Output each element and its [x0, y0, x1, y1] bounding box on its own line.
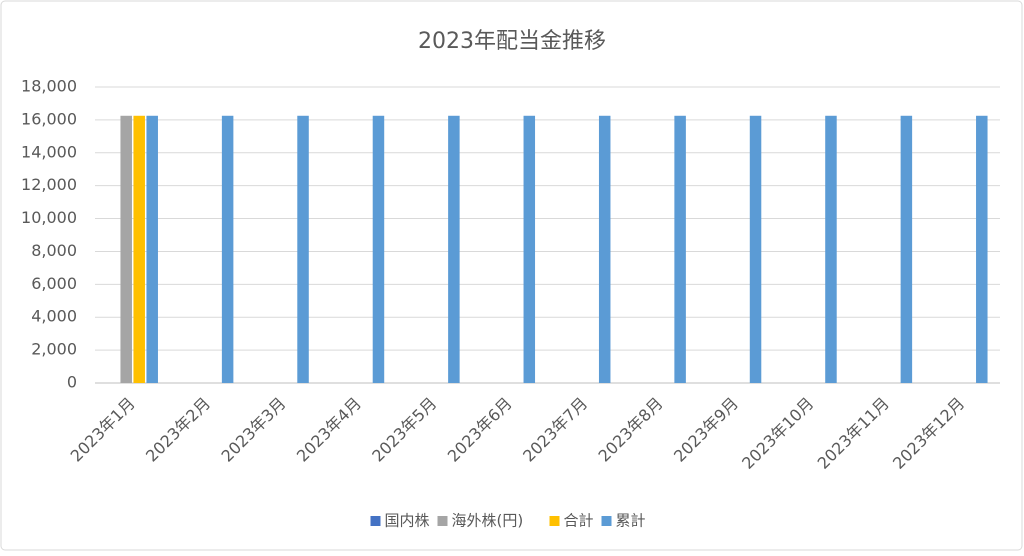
bar [674, 115, 686, 384]
bar [372, 115, 385, 384]
y-tick-label: 14,000 [21, 142, 77, 161]
legend-swatch [549, 516, 560, 526]
bar [133, 115, 145, 384]
legend-label: 累計 [616, 512, 646, 530]
y-tick-label: 4,000 [31, 307, 77, 326]
legend-label: 合計 [564, 512, 594, 530]
bar [598, 115, 611, 384]
y-tick-label: 12,000 [21, 175, 77, 194]
y-tick-label: 16,000 [21, 109, 77, 128]
y-tick-label: 6,000 [31, 274, 77, 293]
y-tick-label: 10,000 [21, 208, 77, 227]
bar [297, 115, 309, 384]
legend-swatch [370, 516, 381, 526]
bar [523, 115, 536, 384]
legend-swatch [601, 516, 612, 526]
y-tick-label: 2,000 [31, 340, 77, 359]
bar [448, 115, 460, 384]
bar [976, 115, 988, 384]
bar [221, 115, 234, 384]
bar [825, 115, 837, 384]
y-tick-label: 18,000 [21, 77, 77, 96]
bar [749, 115, 762, 384]
y-tick-label: 0 [67, 373, 77, 392]
bar [120, 115, 132, 384]
bar [146, 115, 158, 384]
y-tick-label: 8,000 [31, 241, 77, 260]
chart-title: 2023年配当金推移 [418, 29, 606, 54]
bar [900, 115, 913, 384]
legend-label: 海外株(円) [452, 512, 524, 530]
legend-label: 国内株 [385, 512, 430, 530]
legend-swatch [437, 516, 448, 526]
